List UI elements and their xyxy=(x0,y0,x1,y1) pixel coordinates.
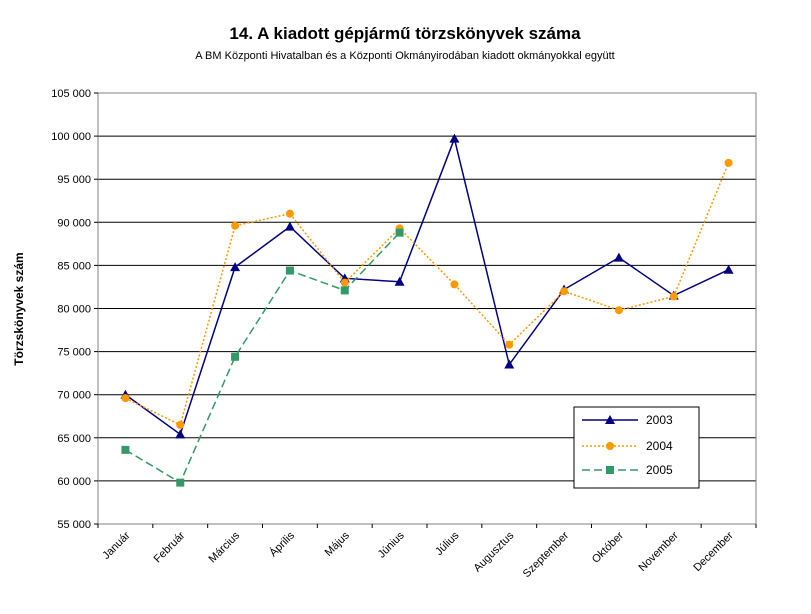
data-point-2003 xyxy=(449,133,460,143)
data-point-2005 xyxy=(395,228,404,237)
data-point-2003 xyxy=(230,262,241,272)
y-tick-label: 55 000 xyxy=(57,519,91,531)
data-point-2004 xyxy=(669,292,678,301)
y-tick-label: 90 000 xyxy=(57,217,91,229)
legend-label-2005: 2005 xyxy=(646,463,673,477)
y-axis-label: Törzskönyvek szám xyxy=(12,252,26,365)
data-point-2005 xyxy=(231,352,240,361)
data-point-2004 xyxy=(285,209,294,218)
legend-item-2005: 2005 xyxy=(582,463,673,477)
y-tick-label: 85 000 xyxy=(57,260,91,272)
data-point-2004 xyxy=(176,420,185,429)
series-line-2005 xyxy=(125,232,401,484)
x-tick-label: Július xyxy=(433,529,462,558)
x-tick-label: November xyxy=(637,529,682,574)
x-tick-label: Március xyxy=(206,529,242,565)
legend: 2003 2004 2005 xyxy=(573,406,700,489)
y-tick-label: 100 000 xyxy=(51,131,91,143)
y-tick-label: 80 000 xyxy=(57,304,91,316)
data-point-2005 xyxy=(340,286,349,295)
y-tick-label: 95 000 xyxy=(57,174,91,186)
x-tick-label: Február xyxy=(152,529,188,565)
x-tick-label: Június xyxy=(376,529,407,560)
data-point-2003 xyxy=(284,221,295,231)
data-point-2005 xyxy=(176,478,185,487)
data-point-2004 xyxy=(614,306,623,315)
y-tick-label: 70 000 xyxy=(57,390,91,402)
x-tick-label: Augusztus xyxy=(472,529,517,574)
data-point-2004 xyxy=(560,287,569,296)
data-point-2005 xyxy=(285,266,294,275)
data-point-2003 xyxy=(175,429,186,439)
x-tick-label: Október xyxy=(590,529,626,565)
x-tick-label: Szeptember xyxy=(521,529,572,580)
legend-item-2003: 2003 xyxy=(582,413,673,427)
y-tick-label: 75 000 xyxy=(57,347,91,359)
x-tick-label: December xyxy=(691,529,736,574)
y-axis-ticks: 55 000 60 000 65 000 70 000 75 000 80 000 85 0… xyxy=(51,88,98,531)
legend-box xyxy=(573,406,700,489)
data-point-2004 xyxy=(505,340,514,349)
data-point-2004 xyxy=(231,221,240,230)
x-axis-ticks: Január Február Március Április Május Június Jú… xyxy=(97,524,757,580)
legend-item-2004: 2004 xyxy=(582,439,673,453)
legend-marker-2005 xyxy=(606,466,614,474)
legend-label-2004: 2004 xyxy=(646,439,673,453)
data-point-2003 xyxy=(504,359,515,369)
legend-label-2003: 2003 xyxy=(646,413,673,427)
series-line-2004 xyxy=(125,162,730,426)
data-point-2004 xyxy=(340,278,349,287)
x-tick-label: Május xyxy=(323,529,353,559)
legend-marker-2004 xyxy=(606,442,614,450)
y-tick-label: 60 000 xyxy=(57,476,91,488)
series-group xyxy=(120,133,734,487)
x-tick-label: Január xyxy=(100,529,133,562)
legend-marker-2003 xyxy=(605,415,615,424)
data-point-2003 xyxy=(613,252,624,262)
data-point-2004 xyxy=(121,394,130,403)
y-tick-label: 65 000 xyxy=(57,433,91,445)
data-point-2005 xyxy=(121,445,130,454)
y-tick-label: 105 000 xyxy=(51,88,91,100)
series-line-2003 xyxy=(124,136,729,436)
data-point-2004 xyxy=(450,280,459,289)
x-tick-label: Április xyxy=(267,529,298,560)
data-point-2003 xyxy=(394,276,405,286)
chart-subtitle: A BM Központi Hivatalban és a Központi O… xyxy=(195,50,614,62)
data-point-2004 xyxy=(724,158,733,167)
data-point-2003 xyxy=(723,264,734,274)
chart-title: 14. A kiadott gépjármű törzskönyvek szám… xyxy=(229,24,581,43)
